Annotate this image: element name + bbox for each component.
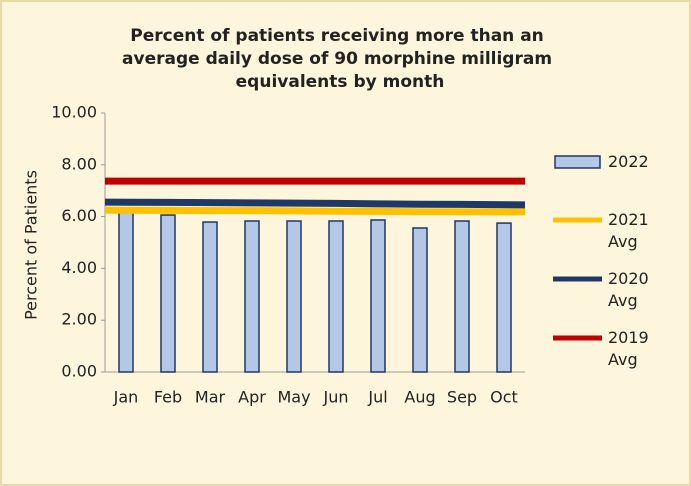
- bar: [328, 220, 344, 373]
- avg-line: [104, 198, 526, 209]
- bar: [118, 210, 134, 373]
- y-tick-label: 2.00: [61, 310, 97, 329]
- avg-line: [104, 206, 526, 216]
- bar: [244, 220, 260, 373]
- y-tick-label: 4.00: [61, 258, 97, 277]
- y-tick-label: 6.00: [61, 206, 97, 225]
- legend-label: 2021 Avg: [608, 210, 654, 251]
- legend-label: 2019 Avg: [608, 328, 654, 369]
- legend-label: 2020 Avg: [608, 269, 654, 310]
- x-tick-label: Feb: [154, 388, 182, 407]
- y-tick-label: 0.00: [61, 362, 97, 381]
- bar: [454, 220, 470, 373]
- bar: [286, 220, 302, 373]
- chart-title: Percent of patients receiving more than …: [122, 26, 558, 92]
- bar: [496, 222, 512, 373]
- x-tick-label: Aug: [404, 388, 435, 407]
- bar: [160, 214, 176, 373]
- bar: [370, 219, 386, 373]
- legend-swatch: [554, 155, 601, 169]
- x-tick-label: Oct: [490, 388, 518, 407]
- bar: [412, 227, 428, 373]
- x-tick-label: Jan: [113, 388, 139, 407]
- x-tick-label: Jul: [367, 388, 387, 407]
- x-tick-label: Mar: [195, 388, 226, 407]
- x-tick-label: May: [277, 388, 310, 407]
- y-axis-label: Percent of Patients: [22, 170, 41, 320]
- x-tick-label: Sep: [447, 388, 477, 407]
- bar: [202, 221, 218, 373]
- y-tick-label: 8.00: [61, 154, 97, 173]
- x-tick-label: Jun: [323, 388, 349, 407]
- y-tick-label: 10.00: [51, 103, 97, 122]
- x-tick-label: Apr: [238, 388, 266, 407]
- legend-label: 2022: [608, 152, 649, 171]
